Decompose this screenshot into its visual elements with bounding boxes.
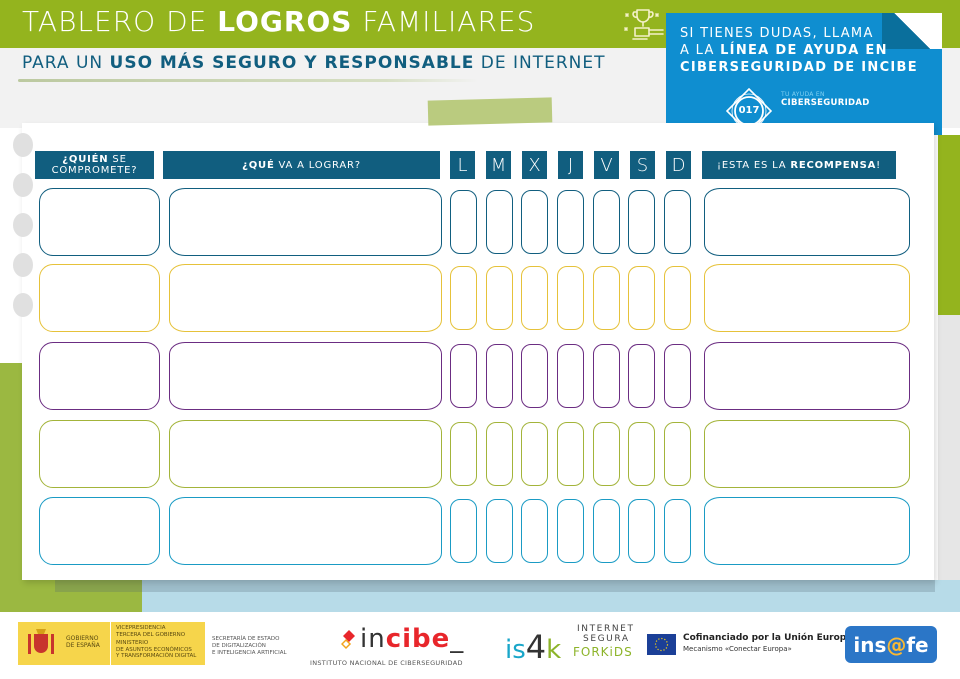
day-box-m-row-4[interactable]: [486, 422, 513, 486]
page-subtitle: PARA UN USO MÁS SEGURO Y RESPONSABLE DE …: [22, 53, 606, 73]
day-box-v-row-2[interactable]: [593, 266, 620, 330]
helpline-text: SI TIENES DUDAS, LLAMA A LA LÍNEA DE AYU…: [680, 26, 918, 75]
who-box-row-5[interactable]: [39, 497, 160, 565]
header-day-m: M: [486, 151, 511, 179]
vicepresidencia-text: VICEPRESIDENCIA TERCERA DEL GOBIERNO MINI…: [116, 625, 197, 659]
header-day-x: X: [522, 151, 547, 179]
what-box-row-3[interactable]: [169, 342, 442, 410]
day-box-d-row-1[interactable]: [664, 190, 691, 254]
day-box-x-row-1[interactable]: [521, 190, 548, 254]
gob-separator: [110, 622, 111, 665]
incibe-diamond-icon: [341, 630, 355, 650]
reward-box-row-5[interactable]: [704, 497, 910, 565]
header-what: ¿QUÉ VA A LOGRAR?: [163, 151, 440, 179]
reward-box-row-2[interactable]: [704, 264, 910, 332]
what-box-row-4[interactable]: [169, 420, 442, 488]
helpline-tag-small: TU AYUDA EN: [781, 91, 825, 98]
header-who: ¿QUIÉN SE COMPROMETE?: [35, 151, 154, 179]
header-reward: ¡ESTA ES LA RECOMPENSA!: [702, 151, 896, 179]
day-box-d-row-4[interactable]: [664, 422, 691, 486]
what-box-row-5[interactable]: [169, 497, 442, 565]
corner-fold: [882, 13, 942, 49]
who-box-row-3[interactable]: [39, 342, 160, 410]
tape-decoration: [427, 97, 553, 126]
reward-box-row-4[interactable]: [704, 420, 910, 488]
day-box-j-row-4[interactable]: [557, 422, 584, 486]
subtitle-underline: [18, 79, 478, 82]
footer-logos: GOBIERNO DE ESPAÑA VICEPRESIDENCIA TERCERA…: [0, 612, 960, 679]
paper-shadow: [55, 580, 935, 592]
day-box-x-row-5[interactable]: [521, 499, 548, 563]
header-day-l: L: [450, 151, 475, 179]
day-box-d-row-3[interactable]: [664, 344, 691, 408]
helpline-tag-big: CIBERSEGURIDAD: [781, 98, 870, 108]
day-box-l-row-2[interactable]: [450, 266, 477, 330]
day-box-j-row-1[interactable]: [557, 190, 584, 254]
who-box-row-2[interactable]: [39, 264, 160, 332]
day-box-j-row-3[interactable]: [557, 344, 584, 408]
day-box-m-row-5[interactable]: [486, 499, 513, 563]
day-box-d-row-2[interactable]: [664, 266, 691, 330]
eu-flag-icon: [647, 634, 676, 655]
day-box-m-row-2[interactable]: [486, 266, 513, 330]
header-day-d: D: [666, 151, 691, 179]
page-title: TABLERO DE LOGROS FAMILIARES: [22, 5, 536, 38]
spain-coat-of-arms-icon: [28, 629, 54, 654]
gobierno-text: GOBIERNO DE ESPAÑA: [66, 635, 100, 649]
what-box-row-1[interactable]: [169, 188, 442, 256]
helpline-number: 017: [738, 105, 760, 116]
day-box-s-row-1[interactable]: [628, 190, 655, 254]
day-box-v-row-3[interactable]: [593, 344, 620, 408]
day-box-d-row-5[interactable]: [664, 499, 691, 563]
secretaria-text: SECRETARÍA DE ESTADO DE DIGITALIZACIÓN E I…: [212, 636, 287, 656]
day-box-v-row-5[interactable]: [593, 499, 620, 563]
who-box-row-4[interactable]: [39, 420, 160, 488]
day-box-j-row-5[interactable]: [557, 499, 584, 563]
day-box-x-row-4[interactable]: [521, 422, 548, 486]
is4k-logo: is4k INTERNET SEGURA FORKiDS: [505, 624, 635, 666]
incibe-logo: incibe_: [360, 624, 465, 654]
day-box-l-row-1[interactable]: [450, 190, 477, 254]
eu-cofinanced-text: Cofinanciado por la Unión Europea: [683, 633, 859, 643]
day-box-v-row-1[interactable]: [593, 190, 620, 254]
reward-box-row-3[interactable]: [704, 342, 910, 410]
day-box-l-row-4[interactable]: [450, 422, 477, 486]
day-box-j-row-2[interactable]: [557, 266, 584, 330]
day-box-x-row-3[interactable]: [521, 344, 548, 408]
day-box-v-row-4[interactable]: [593, 422, 620, 486]
header-day-j: J: [558, 151, 583, 179]
reward-box-row-1[interactable]: [704, 188, 910, 256]
who-box-row-1[interactable]: [39, 188, 160, 256]
insafe-logo: ins @ fe: [845, 626, 937, 663]
bottom-green-band: [22, 580, 142, 612]
day-box-m-row-1[interactable]: [486, 190, 513, 254]
header-day-v: V: [594, 151, 619, 179]
right-gray-strip: [938, 315, 960, 580]
day-box-s-row-2[interactable]: [628, 266, 655, 330]
day-box-s-row-4[interactable]: [628, 422, 655, 486]
day-box-l-row-5[interactable]: [450, 499, 477, 563]
header-day-s: S: [630, 151, 655, 179]
helpline-banner: SI TIENES DUDAS, LLAMA A LA LÍNEA DE AYU…: [666, 13, 942, 135]
what-box-row-2[interactable]: [169, 264, 442, 332]
incibe-subtitle: INSTITUTO NACIONAL DE CIBERSEGURIDAD: [310, 659, 463, 667]
left-green-strip: [0, 363, 22, 613]
day-box-s-row-3[interactable]: [628, 344, 655, 408]
day-box-s-row-5[interactable]: [628, 499, 655, 563]
bottom-blue-band: [140, 580, 960, 612]
right-green-strip: [938, 135, 960, 315]
trophy-hand-icon: [624, 9, 664, 40]
day-box-m-row-3[interactable]: [486, 344, 513, 408]
day-box-l-row-3[interactable]: [450, 344, 477, 408]
eu-mechanism-text: Mecanismo «Conectar Europa»: [683, 645, 792, 653]
gobierno-espana-logo: GOBIERNO DE ESPAÑA VICEPRESIDENCIA TERCERA…: [18, 622, 205, 665]
notebook-holes: [13, 133, 35, 563]
day-box-x-row-2[interactable]: [521, 266, 548, 330]
